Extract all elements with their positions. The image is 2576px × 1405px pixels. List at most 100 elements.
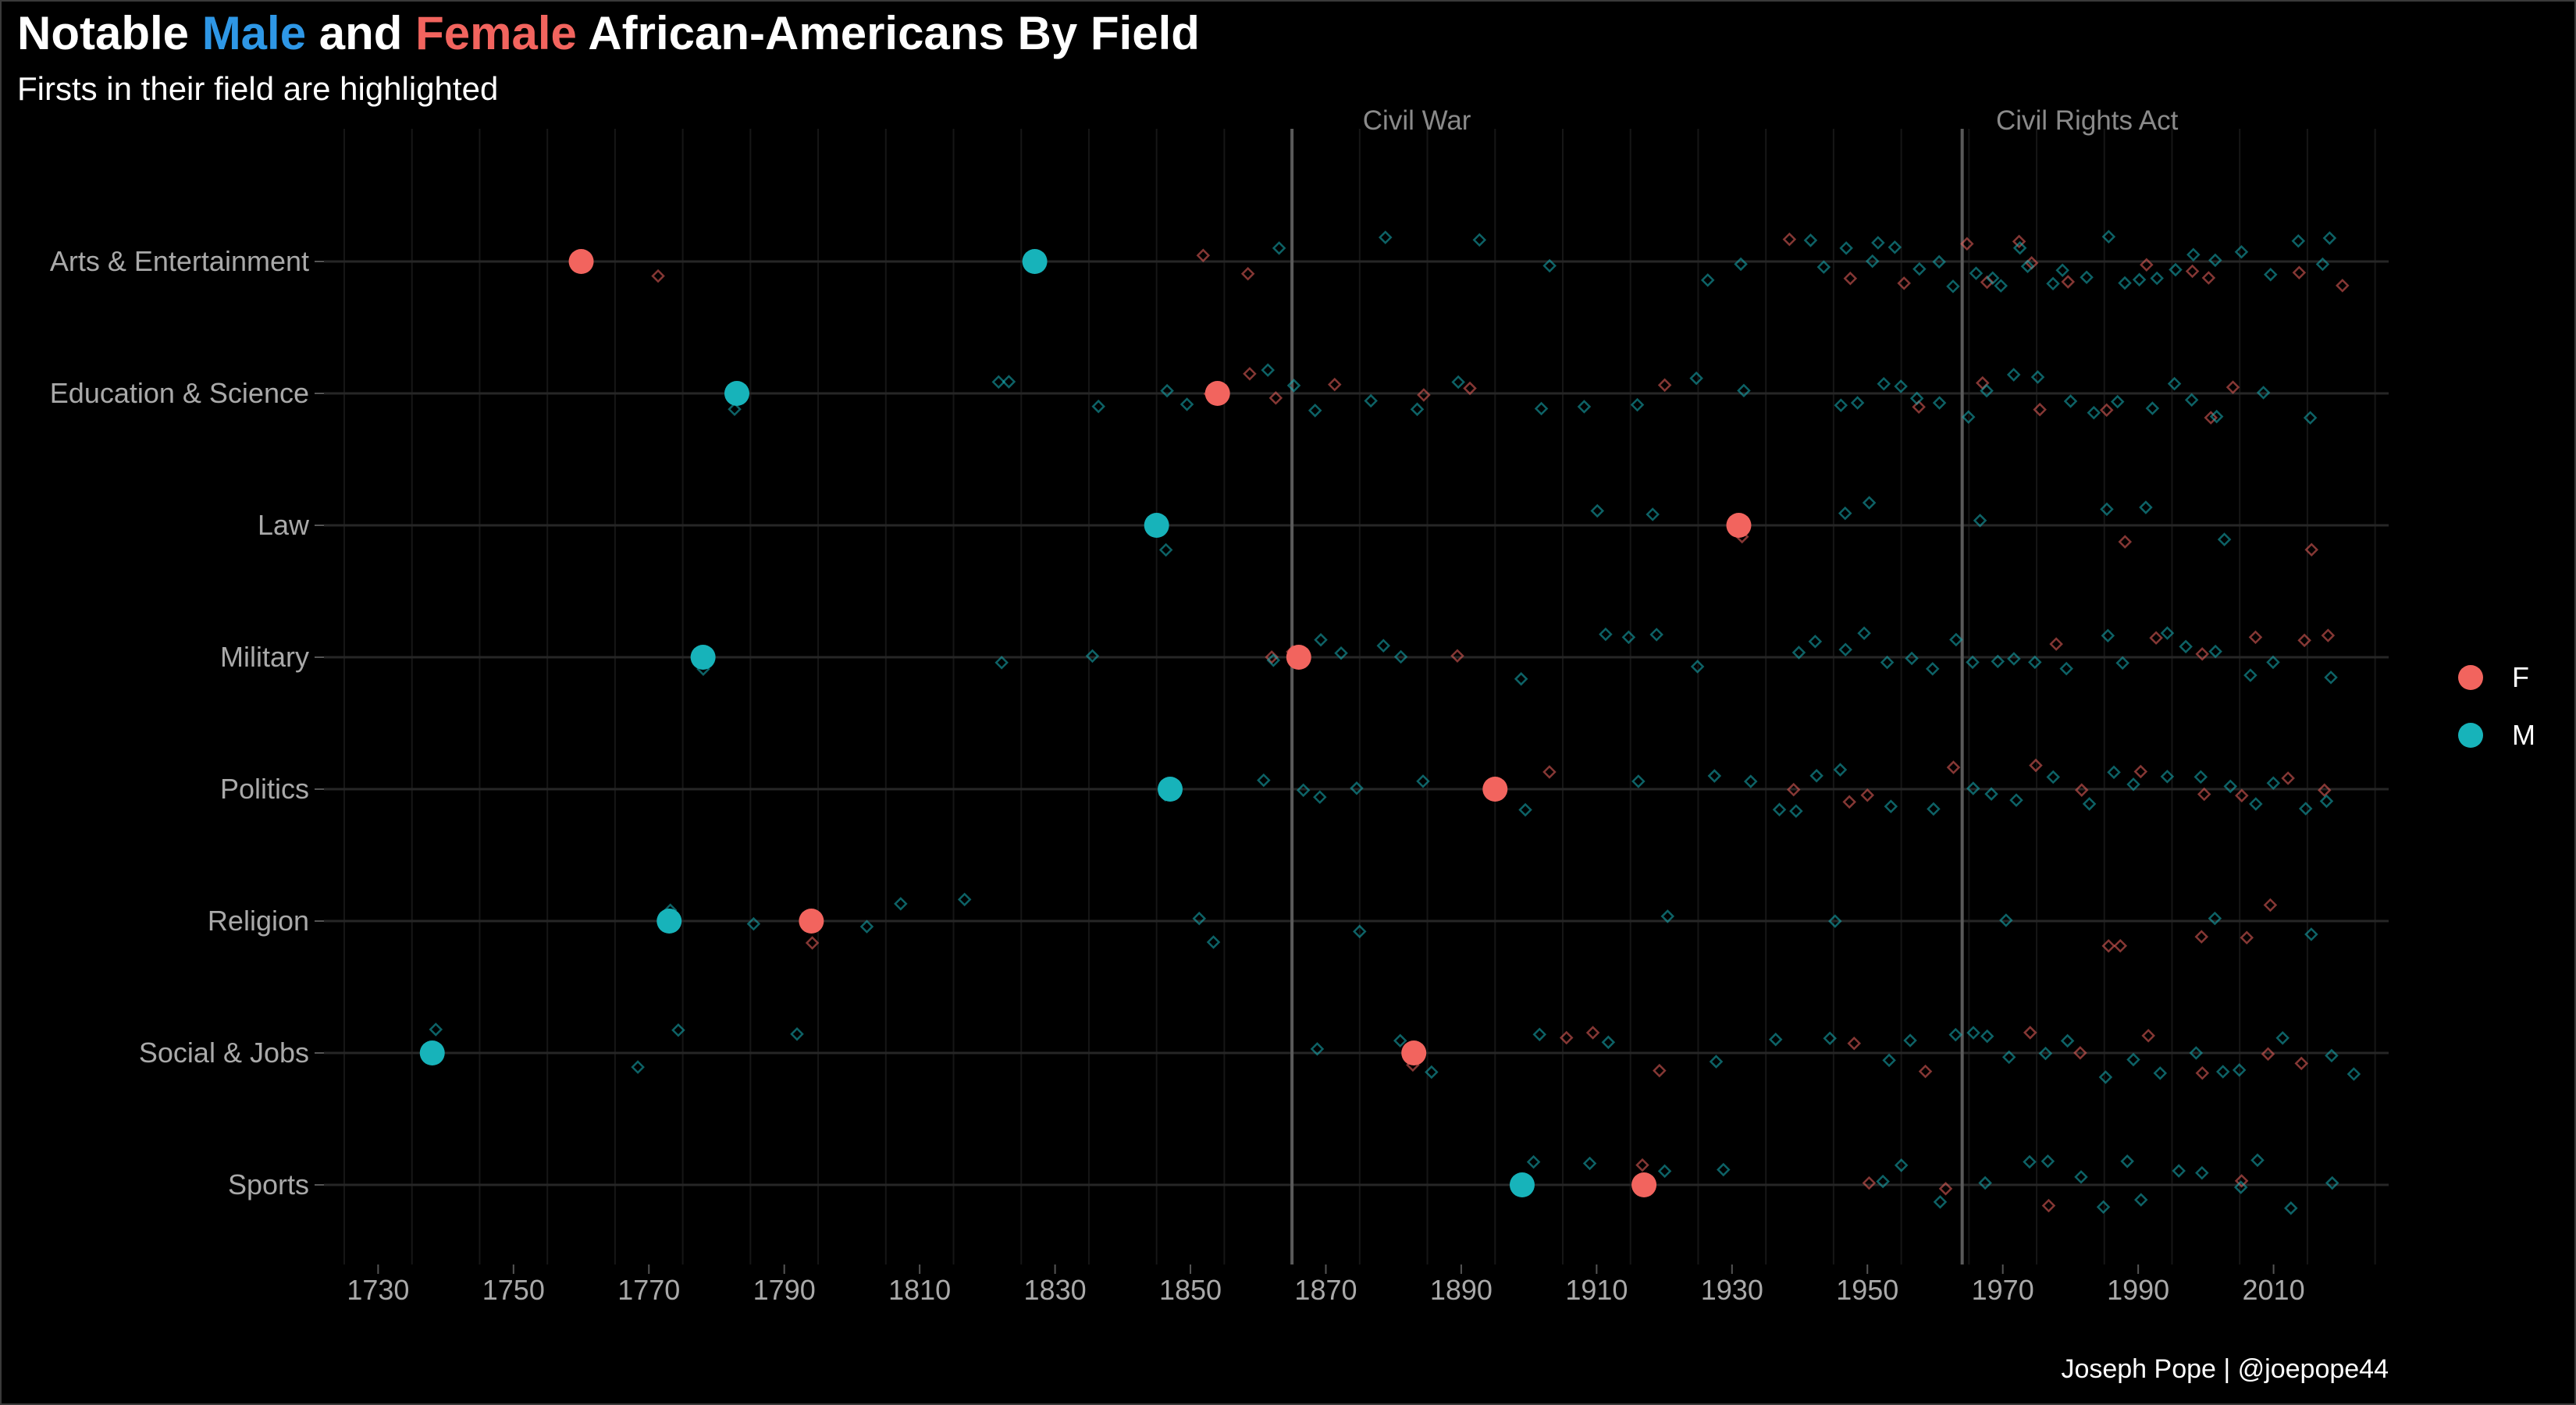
data-point: [2325, 1048, 2339, 1063]
legend-key-F: [2458, 665, 2483, 690]
data-point: [2234, 1174, 2249, 1188]
data-point: [1833, 763, 1848, 777]
data-point: [2126, 777, 2140, 791]
first-point: [1482, 777, 1508, 802]
data-point: [2133, 764, 2148, 779]
data-point: [1582, 1156, 1597, 1171]
data-point: [1542, 258, 1557, 273]
data-point: [1839, 241, 1853, 255]
data-point: [1450, 649, 1464, 663]
data-point: [994, 656, 1009, 670]
data-point: [2321, 628, 2336, 642]
data-point: [1393, 1033, 1407, 1048]
data-point: [1918, 1064, 1933, 1079]
data-point: [1410, 402, 1425, 417]
data-point: [1862, 1176, 1877, 1190]
x-axis: 1730 1750 1770 1790 1810 1830 1850 1870 1890 1910…: [347, 1264, 2305, 1306]
data-point: [1621, 630, 1636, 645]
data-point: [2319, 794, 2334, 809]
data-point: [2223, 779, 2237, 794]
data-point: [2217, 532, 2232, 546]
data-point: [1737, 383, 1751, 398]
data-point: [1179, 397, 1194, 411]
x-tick-label: 1950: [1836, 1274, 1898, 1306]
data-point: [2169, 262, 2183, 277]
data-point: [2012, 240, 2027, 255]
data-point: [2226, 380, 2240, 394]
data-point: [1631, 774, 1646, 788]
data-point: [1352, 924, 1367, 939]
y-tick-label: Social & Jobs: [139, 1037, 309, 1069]
data-point: [1660, 909, 1675, 923]
data-point: [1196, 248, 1211, 263]
data-point: [2185, 264, 2200, 279]
first-point: [1022, 249, 1048, 274]
data-point: [2292, 265, 2307, 279]
data-point: [1416, 774, 1430, 788]
data-point: [805, 936, 820, 950]
first-point: [1509, 1172, 1535, 1197]
data-point: [1894, 1158, 1909, 1172]
y-axis: Arts & Entertainment Education & Science L…: [50, 245, 324, 1200]
data-point: [1768, 1032, 1783, 1047]
data-point: [2007, 652, 2021, 666]
data-point: [957, 892, 972, 907]
data-point: [1240, 266, 1255, 281]
data-point: [2006, 368, 2021, 382]
data-point: [1577, 400, 1592, 414]
data-point: [2030, 370, 2045, 384]
data-point: [1984, 787, 1998, 801]
data-point: [2291, 233, 2306, 248]
data-point: [1909, 391, 1924, 406]
y-tick-label: Religion: [208, 905, 309, 937]
x-tick-label: 1730: [347, 1274, 409, 1306]
data-point: [2201, 271, 2216, 285]
data-point: [1932, 254, 1946, 269]
data-point: [2208, 644, 2222, 659]
data-point: [2195, 1165, 2209, 1180]
data-point: [2098, 1070, 2113, 1084]
data-point: [1206, 935, 1221, 949]
data-point: [2234, 244, 2249, 259]
data-point: [1960, 237, 1974, 251]
data-point: [2033, 402, 2047, 417]
data-point: [2298, 802, 2313, 816]
data-point: [1842, 795, 1856, 809]
data-point: [1994, 279, 2008, 293]
data-point: [1192, 911, 1207, 926]
data-point: [1690, 660, 1705, 674]
data-point: [2100, 502, 2114, 517]
y-tick-label: Education & Science: [50, 377, 309, 409]
first-point: [1401, 1040, 1427, 1065]
data-point: [1657, 1164, 1672, 1179]
x-tick-label: 1870: [1294, 1274, 1357, 1306]
data-point: [1973, 514, 1987, 528]
data-point: [429, 1023, 443, 1037]
data-point: [1378, 230, 1393, 244]
y-tick-label: Sports: [228, 1168, 309, 1200]
data-point: [2012, 234, 2026, 249]
data-point: [746, 916, 761, 931]
data-point: [2080, 270, 2094, 285]
first-point: [799, 909, 824, 934]
data-point: [2315, 257, 2330, 272]
data-point: [2133, 1193, 2148, 1207]
data-point: [1085, 649, 1100, 663]
first-point: [1158, 777, 1183, 802]
data-point: [1700, 273, 1715, 287]
data-point: [2118, 535, 2133, 549]
data-point: [1296, 783, 1311, 798]
annotation-label: Civil Rights Act: [1996, 105, 2179, 136]
data-point: [2179, 639, 2193, 654]
data-point: [991, 375, 1006, 389]
chart-title: Notable Male and Female African-American…: [17, 6, 1200, 60]
data-point: [1927, 802, 1941, 816]
data-point: [1334, 646, 1348, 660]
data-point: [2055, 263, 2069, 277]
data-point: [2150, 271, 2164, 286]
data-point: [1966, 1026, 1980, 1040]
data-point: [1834, 398, 1848, 412]
data-point: [1838, 642, 1852, 656]
data-point: [2120, 1154, 2134, 1168]
data-point: [2204, 411, 2218, 425]
